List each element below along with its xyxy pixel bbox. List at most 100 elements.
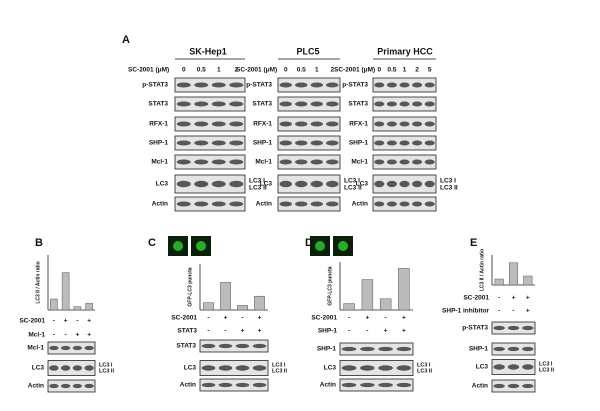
- blot: [277, 196, 341, 212]
- band: [374, 201, 385, 207]
- treatment-label: STAT3: [177, 328, 197, 335]
- row-label: Mcl-1: [351, 159, 368, 166]
- row-label: RFX-1: [149, 121, 168, 128]
- bar: [494, 278, 504, 286]
- blot: [174, 116, 246, 132]
- band: [396, 365, 412, 371]
- treatment-label: SC-2001: [171, 315, 197, 322]
- blot-title: SK-Hep1: [189, 46, 227, 56]
- sign: +: [75, 332, 79, 339]
- bar: [237, 305, 248, 311]
- row-label: LC3: [260, 181, 273, 188]
- row-label: Actin: [256, 201, 272, 208]
- dose: 0.5: [197, 67, 206, 74]
- band: [412, 180, 423, 188]
- sign: -: [207, 315, 209, 322]
- bar: [398, 268, 410, 311]
- blot: [47, 379, 96, 393]
- dose: 0: [182, 67, 186, 74]
- blot-title: Primary HCC: [377, 46, 433, 56]
- band: [176, 140, 191, 146]
- sign: +: [402, 328, 406, 335]
- band: [49, 365, 59, 371]
- blot: [277, 154, 341, 170]
- band: [412, 82, 423, 88]
- dose: 0: [377, 67, 381, 74]
- bar: [61, 272, 70, 311]
- panel-label: C: [148, 237, 156, 249]
- band: [326, 101, 339, 107]
- band: [341, 365, 357, 371]
- sign: -: [224, 328, 226, 335]
- band: [295, 121, 308, 127]
- blot: [47, 341, 96, 355]
- band: [424, 82, 435, 88]
- band: [399, 101, 410, 107]
- row-label: LC3: [476, 364, 489, 371]
- band: [279, 140, 292, 146]
- band: [235, 382, 250, 388]
- band: [211, 82, 226, 88]
- row-label: LC3: [324, 365, 337, 372]
- blot: [47, 360, 96, 376]
- row-label: LC3: [156, 181, 169, 188]
- band: [60, 345, 71, 351]
- row-label: STAT3: [252, 101, 272, 108]
- lc3-label: LC3 II: [344, 185, 362, 192]
- blot: [339, 342, 414, 356]
- band: [229, 180, 244, 188]
- sign: -: [498, 295, 500, 302]
- blot: [277, 116, 341, 132]
- band: [194, 82, 209, 88]
- band: [310, 121, 323, 127]
- lc3-label: LC3 II: [99, 368, 114, 374]
- blot: [277, 135, 341, 151]
- sign: +: [258, 315, 262, 322]
- band: [201, 382, 216, 388]
- band: [378, 346, 393, 352]
- row-label: STAT3: [148, 101, 168, 108]
- sign: -: [348, 328, 350, 335]
- blot: [199, 360, 269, 376]
- band: [326, 121, 339, 127]
- band: [493, 346, 505, 352]
- band: [424, 101, 435, 107]
- band: [386, 140, 397, 146]
- blot: [277, 96, 341, 112]
- band: [386, 101, 397, 107]
- band: [378, 382, 393, 388]
- band: [229, 140, 244, 146]
- band: [310, 201, 323, 207]
- band: [399, 180, 410, 188]
- band: [424, 201, 435, 207]
- band: [229, 101, 244, 107]
- band: [399, 140, 410, 146]
- band: [522, 346, 534, 352]
- sign: -: [207, 328, 209, 335]
- band: [252, 365, 267, 371]
- sign: +: [64, 318, 68, 325]
- band: [399, 121, 410, 127]
- band: [194, 159, 209, 165]
- sign: +: [384, 328, 388, 335]
- panel-label: A: [122, 34, 130, 46]
- band: [374, 101, 385, 107]
- band: [211, 159, 226, 165]
- row-label: STAT3: [348, 101, 368, 108]
- blot: [174, 174, 246, 194]
- sign: -: [76, 318, 78, 325]
- band: [201, 365, 216, 371]
- band: [194, 140, 209, 146]
- sign: +: [258, 328, 262, 335]
- treatment-label: SC-2001: [463, 295, 489, 302]
- band: [279, 201, 292, 207]
- blot: [174, 196, 246, 212]
- sign: -: [65, 332, 67, 339]
- row-label: SHP-1: [253, 140, 273, 147]
- band: [424, 140, 435, 146]
- blot: [277, 77, 341, 93]
- lc3-label: LC3 I: [249, 178, 265, 185]
- sign: +: [526, 295, 530, 302]
- band: [194, 101, 209, 107]
- dose: 1: [403, 67, 407, 74]
